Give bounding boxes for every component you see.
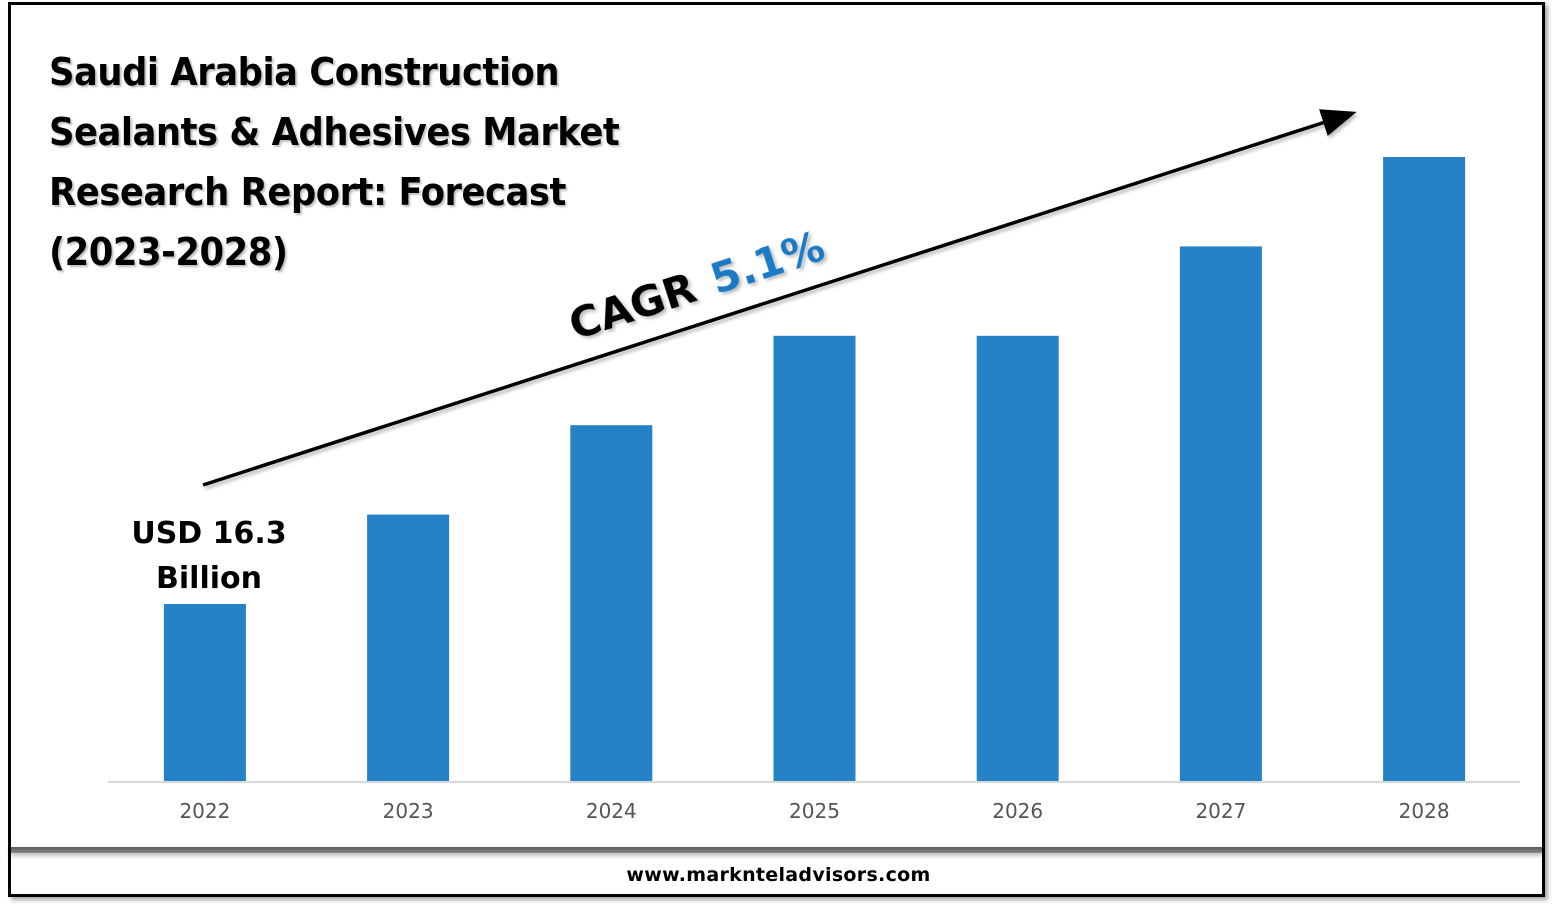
title-line: (2023-2028): [49, 230, 288, 274]
title-line: Research Report: Forecast: [49, 170, 566, 214]
base-value-label-line1: USD 16.3: [131, 516, 286, 551]
base-value-label-line2: Billion: [156, 561, 262, 596]
bar-2025: [773, 335, 856, 781]
title-line: Saudi Arabia Construction: [49, 50, 560, 94]
bar-2026: [976, 335, 1059, 781]
x-tick-label: 2025: [789, 799, 840, 823]
x-tick-label: 2027: [1195, 799, 1246, 823]
x-tick-label: 2026: [992, 799, 1043, 823]
x-tick-labels: 2022 2023 2024 2025 2026 2027 2028: [179, 799, 1449, 823]
cagr-value: 5.1%: [704, 221, 830, 303]
bar-2028: [1383, 157, 1466, 781]
chart-title: Saudi Arabia Construction Sealants & Adh…: [49, 42, 620, 282]
footer-url: www.marknteladvisors.com: [626, 864, 931, 886]
cagr-label: CAGR: [563, 263, 702, 350]
bar-2022: [163, 604, 246, 781]
cagr-annotation: CAGR 5.1%: [563, 221, 830, 349]
footer-divider: [11, 847, 1542, 853]
bar-2024: [570, 425, 653, 781]
bar-2027: [1179, 246, 1262, 781]
title-line: Sealants & Adhesives Market: [49, 110, 620, 154]
x-tick-label: 2022: [179, 799, 230, 823]
x-tick-label: 2028: [1399, 799, 1450, 823]
svg-text:CAGR 5.1%: CAGR 5.1%: [563, 221, 830, 349]
bars-group: [163, 157, 1466, 781]
bar-2023: [367, 514, 450, 781]
trend-arrow: [202, 109, 1357, 487]
x-tick-label: 2024: [586, 799, 637, 823]
x-tick-label: 2023: [383, 799, 434, 823]
